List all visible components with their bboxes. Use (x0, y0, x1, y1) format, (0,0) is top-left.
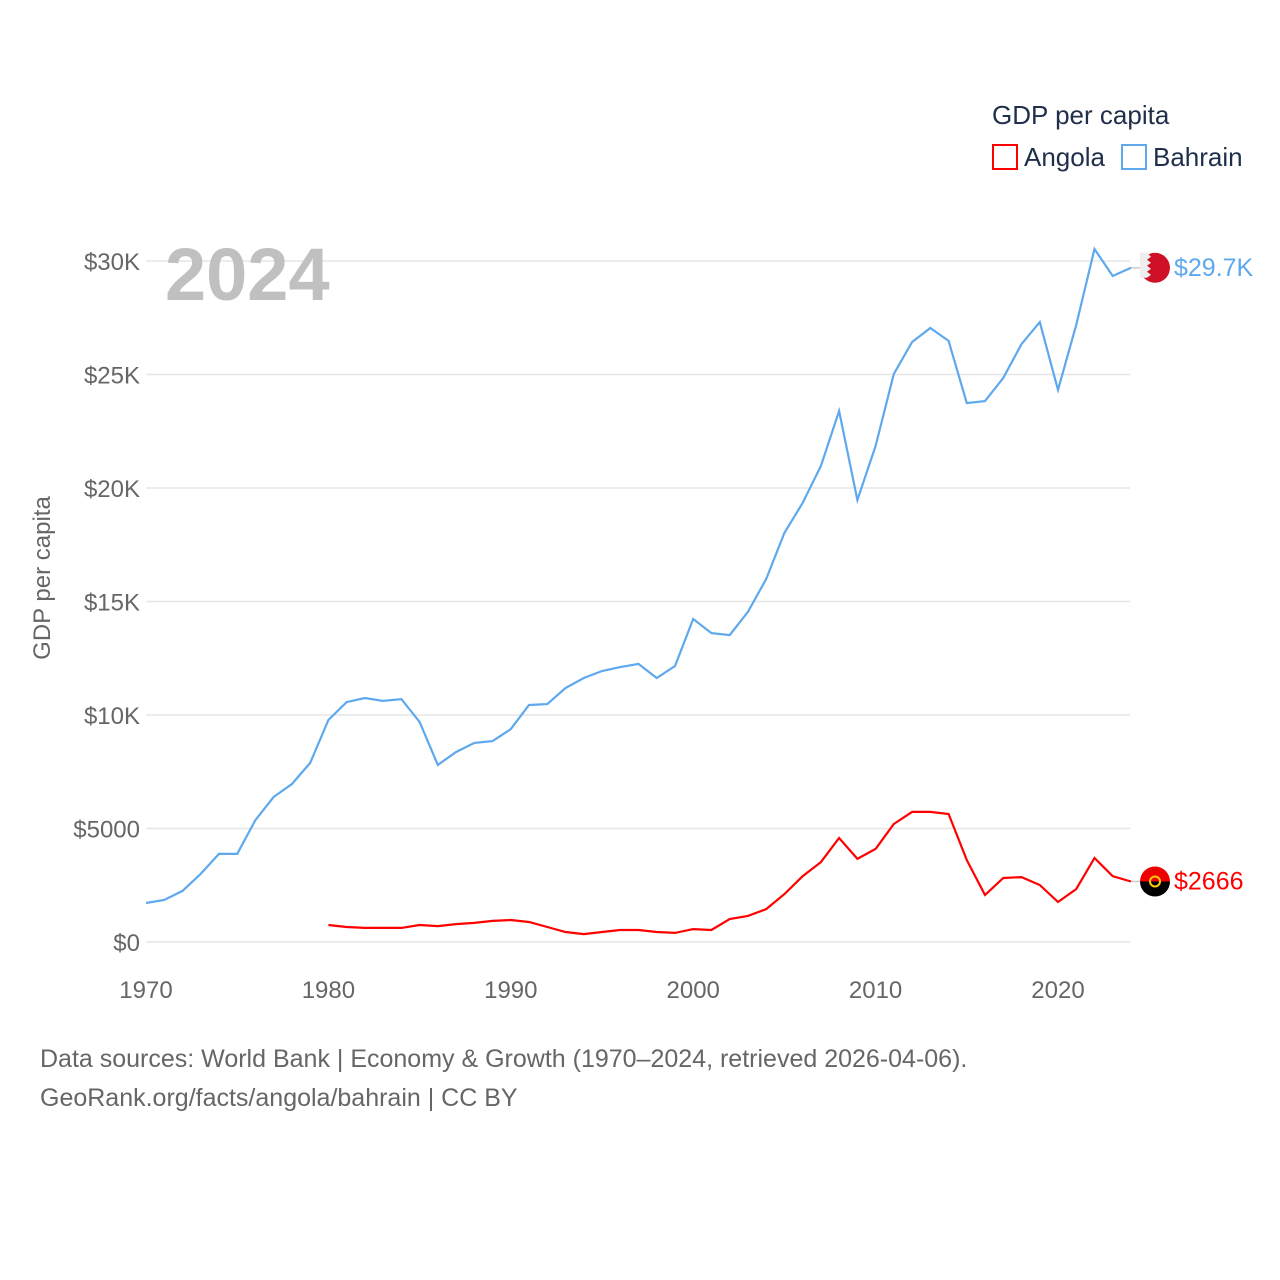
attribution-link[interactable]: GeoRank.org/facts/angola/bahrain | CC BY (40, 1084, 518, 1112)
y-tick-label: $20K (84, 476, 140, 503)
legend-swatch-bahrain[interactable] (1121, 144, 1147, 170)
angola-flag-icon (1140, 866, 1170, 897)
y-tick-label: $5000 (73, 817, 140, 844)
end-labels: $2666 $29.7K (1130, 252, 1254, 897)
y-axis-label: GDP per capita (29, 496, 56, 660)
x-tick-label: 2010 (849, 977, 902, 1004)
legend-label-angola[interactable]: Angola (1024, 142, 1105, 172)
legend-label-bahrain[interactable]: Bahrain (1153, 142, 1243, 172)
grid (146, 260, 1130, 943)
legend: GDP per capita Angola Bahrain (992, 100, 1243, 172)
y-tick-label: $10K (84, 703, 140, 730)
series-lines (145, 246, 1132, 936)
source-note: Data sources: World Bank | Economy & Gro… (40, 1045, 968, 1073)
x-tick-label: 1970 (119, 977, 172, 1004)
x-axis-ticks: 1970 1980 1990 2000 2010 2020 (119, 977, 1084, 1004)
series-line-bahrain[interactable] (145, 246, 1132, 905)
bahrain-flag-icon (1140, 252, 1170, 283)
x-tick-label: 1980 (302, 977, 355, 1004)
y-tick-label: $15K (84, 590, 140, 617)
end-label-bahrain: $29.7K (1174, 254, 1254, 282)
legend-swatch-angola[interactable] (992, 144, 1018, 170)
end-label-angola: $2666 (1174, 867, 1244, 895)
y-tick-label: $30K (84, 249, 140, 276)
y-axis-ticks: $0 $5000 $10K $15K $20K $25K $30K (73, 249, 140, 957)
y-tick-label: $25K (84, 363, 140, 390)
year-watermark: 2024 (165, 233, 330, 316)
series-line-angola[interactable] (328, 810, 1132, 936)
legend-title: GDP per capita (992, 100, 1170, 130)
x-tick-label: 2000 (667, 977, 720, 1004)
x-tick-label: 2020 (1031, 977, 1084, 1004)
y-tick-label: $0 (113, 930, 140, 957)
x-tick-label: 1990 (484, 977, 537, 1004)
